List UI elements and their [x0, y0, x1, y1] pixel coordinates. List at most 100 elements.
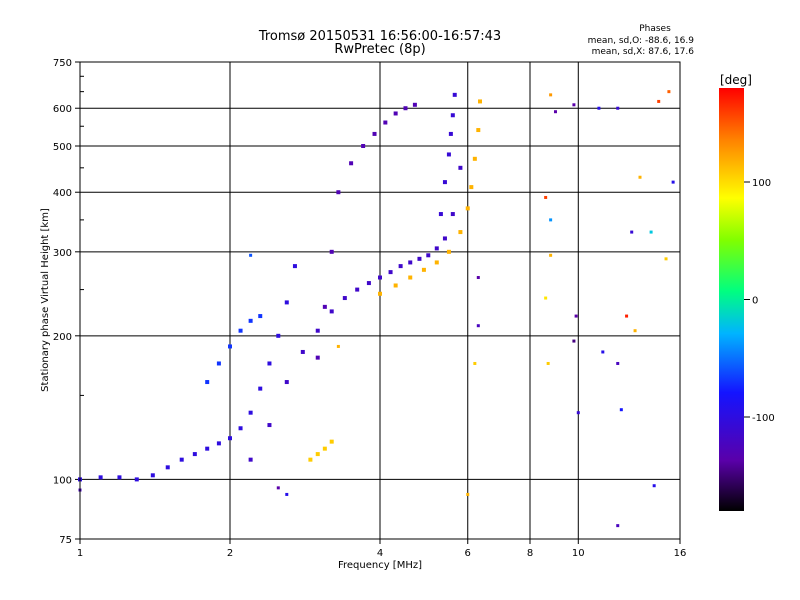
echo-point [165, 465, 170, 470]
echo-point [355, 287, 360, 292]
echo-point [452, 92, 457, 97]
x-tick-label: 8 [527, 548, 533, 559]
scatter-point [473, 361, 477, 365]
y-tick-label: 200 [53, 332, 72, 343]
echo-point [192, 452, 197, 457]
echo-point [284, 380, 289, 385]
echo-point [403, 106, 408, 111]
y-tick-label: 750 [53, 58, 72, 69]
echo-point [417, 256, 422, 261]
echo-point [458, 165, 463, 170]
x-tick-label: 16 [674, 548, 687, 559]
echo-point [238, 328, 243, 333]
echo-point [228, 344, 232, 349]
echo-point [450, 212, 455, 217]
scatter-point [649, 230, 653, 234]
echo-point [267, 361, 272, 366]
chart-subtitle: RwPretec (8p) [334, 42, 425, 57]
scatter-point [574, 314, 578, 318]
scatter-point [466, 492, 470, 496]
x-tick-label: 10 [572, 548, 585, 559]
echo-point [179, 457, 184, 462]
echo-point [383, 120, 388, 125]
scatter-point [671, 180, 675, 184]
x-tick-label: 1 [77, 548, 83, 559]
y-tick-label: 500 [53, 142, 72, 153]
scatter-point [616, 106, 620, 110]
echo-point [329, 439, 334, 444]
axis-ticks: 1 2 4 6 8 10 16 75 100 200 300 400 500 600 750 [53, 58, 686, 559]
scatter-point [572, 339, 576, 343]
echo-point [315, 452, 320, 457]
echo-point [476, 128, 481, 133]
scatter-point [276, 486, 280, 490]
echo-point [465, 206, 470, 211]
colorbar-tick-label: -100 [752, 413, 775, 424]
echo-point [315, 328, 320, 333]
echo-point [388, 270, 393, 275]
echo-point [238, 426, 243, 431]
scatter-point [553, 110, 557, 114]
x-axis-label: Frequency [MHz] [338, 560, 422, 571]
colorbar-label: [deg] [720, 73, 752, 87]
x-tick-label: 4 [377, 548, 383, 559]
y-axis-label: Stationary phase Virtual Height [km] [40, 208, 51, 392]
scatter-point [652, 484, 656, 488]
chart-title: Tromsø 20150531 16:56:00-16:57:43 [258, 29, 501, 44]
echo-point [329, 249, 334, 254]
colorbar-tick-label: 100 [752, 178, 771, 189]
echo-point [284, 300, 289, 305]
scatter-point [630, 230, 634, 234]
scatter-point [633, 329, 637, 333]
y-tick-label: 100 [53, 475, 72, 486]
echo-point [408, 275, 413, 280]
echo-point [393, 283, 398, 288]
scatter-point [601, 350, 605, 354]
scatter-point [625, 314, 629, 318]
scatter-point [616, 361, 620, 365]
x-tick-label: 6 [465, 548, 471, 559]
grid-lines [80, 62, 680, 539]
echo-point [322, 446, 327, 451]
echo-point [434, 260, 439, 265]
echo-point [205, 446, 210, 451]
scatter-point [549, 218, 553, 222]
echo-point [458, 230, 463, 235]
echo-point [150, 473, 155, 478]
scatter-point [544, 195, 548, 199]
echo-point [408, 260, 413, 265]
echo-point [258, 386, 263, 391]
scatter-point [597, 106, 601, 110]
colorbar-tick-label: 0 [752, 296, 758, 307]
scatter-point [657, 99, 661, 103]
echo-point [398, 264, 403, 269]
echo-point [258, 314, 263, 319]
echo-point [446, 152, 451, 157]
echo-point [292, 264, 297, 269]
echo-point [216, 361, 221, 366]
scatter-point [476, 324, 480, 328]
echo-points [78, 90, 675, 528]
echo-point [300, 349, 305, 354]
echo-point [361, 143, 366, 148]
colorbar [719, 88, 744, 511]
echo-point [276, 333, 281, 338]
echo-point [446, 249, 451, 254]
echo-point [438, 212, 443, 217]
scatter-point [667, 90, 671, 94]
echo-point [448, 131, 453, 136]
echo-point [342, 296, 347, 301]
echo-point [421, 267, 426, 272]
echo-point [412, 102, 417, 107]
x-tick-label: 2 [227, 548, 233, 559]
echo-point [378, 291, 382, 296]
echo-point [315, 355, 320, 360]
echo-point [248, 457, 253, 462]
scatter-point [572, 103, 576, 107]
echo-point [472, 156, 477, 161]
echo-point [267, 423, 272, 428]
scatter-point [576, 411, 580, 415]
echo-point [98, 475, 103, 480]
echo-point [366, 281, 371, 286]
echo-point [216, 441, 221, 446]
